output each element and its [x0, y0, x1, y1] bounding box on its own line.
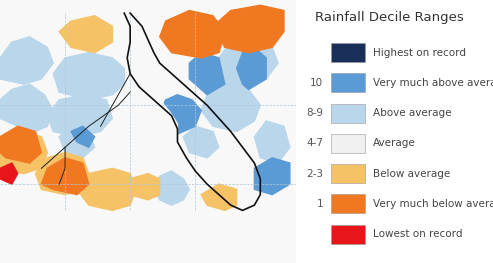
- Text: 2-3: 2-3: [306, 169, 323, 179]
- Text: Highest on record: Highest on record: [373, 48, 466, 58]
- FancyBboxPatch shape: [331, 104, 365, 123]
- Polygon shape: [35, 153, 89, 195]
- Polygon shape: [0, 126, 41, 163]
- Polygon shape: [237, 47, 266, 89]
- FancyBboxPatch shape: [331, 134, 365, 153]
- Text: Average: Average: [373, 138, 416, 148]
- Polygon shape: [0, 163, 18, 184]
- Polygon shape: [47, 95, 112, 137]
- Text: Rainfall Decile Ranges: Rainfall Decile Ranges: [315, 11, 464, 23]
- Polygon shape: [254, 121, 290, 163]
- Polygon shape: [154, 171, 189, 205]
- Text: Above average: Above average: [373, 108, 452, 118]
- Polygon shape: [127, 84, 177, 153]
- Text: 1: 1: [317, 199, 323, 209]
- Polygon shape: [0, 132, 47, 174]
- FancyBboxPatch shape: [331, 164, 365, 183]
- Polygon shape: [0, 84, 53, 132]
- Polygon shape: [160, 11, 225, 58]
- Polygon shape: [41, 158, 89, 195]
- Polygon shape: [201, 84, 260, 132]
- Polygon shape: [59, 16, 112, 53]
- FancyBboxPatch shape: [331, 225, 365, 244]
- FancyBboxPatch shape: [331, 43, 365, 62]
- Polygon shape: [201, 184, 237, 210]
- Polygon shape: [189, 53, 225, 95]
- Polygon shape: [59, 126, 95, 158]
- Text: Lowest on record: Lowest on record: [373, 229, 462, 239]
- Polygon shape: [71, 126, 95, 147]
- Polygon shape: [53, 53, 124, 100]
- Polygon shape: [160, 95, 201, 137]
- Polygon shape: [77, 168, 136, 210]
- FancyBboxPatch shape: [331, 73, 365, 92]
- Text: Below average: Below average: [373, 169, 450, 179]
- Polygon shape: [177, 150, 207, 189]
- Polygon shape: [254, 158, 290, 195]
- Polygon shape: [213, 5, 284, 53]
- Polygon shape: [130, 174, 160, 200]
- Text: Very much above average: Very much above average: [373, 78, 493, 88]
- Text: Very much below average: Very much below average: [373, 199, 493, 209]
- Polygon shape: [219, 37, 278, 89]
- Polygon shape: [183, 126, 219, 158]
- Text: 4-7: 4-7: [306, 138, 323, 148]
- Polygon shape: [0, 37, 53, 84]
- Text: 10: 10: [310, 78, 323, 88]
- FancyBboxPatch shape: [331, 194, 365, 213]
- Text: 8-9: 8-9: [306, 108, 323, 118]
